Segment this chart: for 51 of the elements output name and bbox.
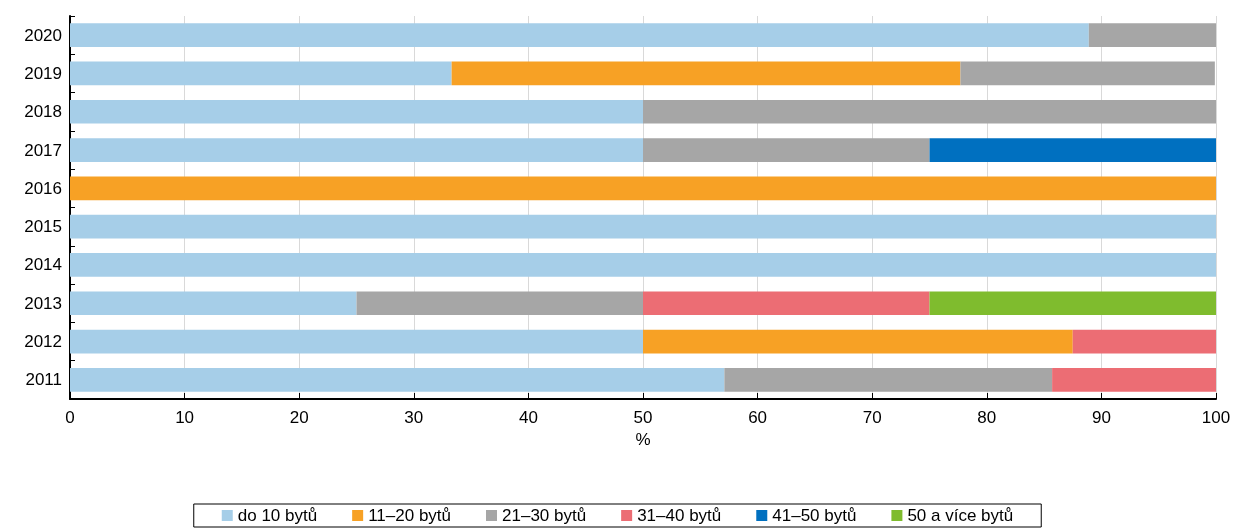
x-tick-label: 40 <box>518 408 538 427</box>
legend-label: 50 a více bytů <box>907 506 1014 525</box>
bar <box>929 138 1216 162</box>
bar <box>1072 329 1216 354</box>
bar <box>70 61 452 86</box>
y-tick-label: 2017 <box>24 140 62 160</box>
x-tick-label: 100 <box>1201 408 1231 427</box>
bar <box>643 99 1216 124</box>
x-tick-label: 50 <box>633 408 653 427</box>
bar <box>70 291 357 316</box>
bar <box>451 61 961 86</box>
x-tick-label: 10 <box>175 408 195 427</box>
x-tick-label: 60 <box>748 408 768 427</box>
bar <box>1088 23 1216 48</box>
bar <box>70 329 643 354</box>
y-tick-label: 2020 <box>24 25 62 45</box>
bar <box>70 214 1216 239</box>
y-tick-label: 2015 <box>24 217 62 237</box>
bar <box>643 329 1073 354</box>
bar <box>724 367 1053 392</box>
y-tick-label: 2011 <box>25 370 62 390</box>
x-tick-label: 90 <box>1091 408 1111 427</box>
x-axis-title: % <box>635 429 651 449</box>
x-tick-label: 70 <box>862 408 882 427</box>
bar <box>1052 367 1216 392</box>
legend-label: 31–40 bytů <box>637 506 722 525</box>
y-tick-label: 2016 <box>24 178 62 198</box>
legend-label: do 10 bytů <box>237 506 318 525</box>
bar <box>70 367 725 392</box>
bar <box>70 23 1089 48</box>
y-tick-label: 2018 <box>24 102 62 122</box>
bar <box>929 291 1216 316</box>
x-tick-label: 0 <box>65 408 75 427</box>
bar <box>70 138 643 162</box>
legend-label: 21–30 bytů <box>502 506 587 525</box>
bar <box>70 176 1216 201</box>
legend-label: 11–20 bytů <box>368 506 452 525</box>
y-tick-label: 2013 <box>24 293 62 313</box>
x-tick-label: 80 <box>977 408 997 427</box>
bar <box>70 99 643 124</box>
bar <box>70 253 1216 277</box>
legend-label: 41–50 bytů <box>772 506 857 525</box>
bar <box>643 291 930 316</box>
bar <box>643 138 930 162</box>
y-tick-label: 2012 <box>24 332 62 352</box>
x-tick-label: 30 <box>404 408 424 427</box>
y-tick-label: 2019 <box>24 63 62 83</box>
bar <box>356 291 643 316</box>
x-tick-label: 20 <box>289 408 309 427</box>
y-tick-label: 2014 <box>24 255 62 275</box>
bar <box>960 61 1215 86</box>
